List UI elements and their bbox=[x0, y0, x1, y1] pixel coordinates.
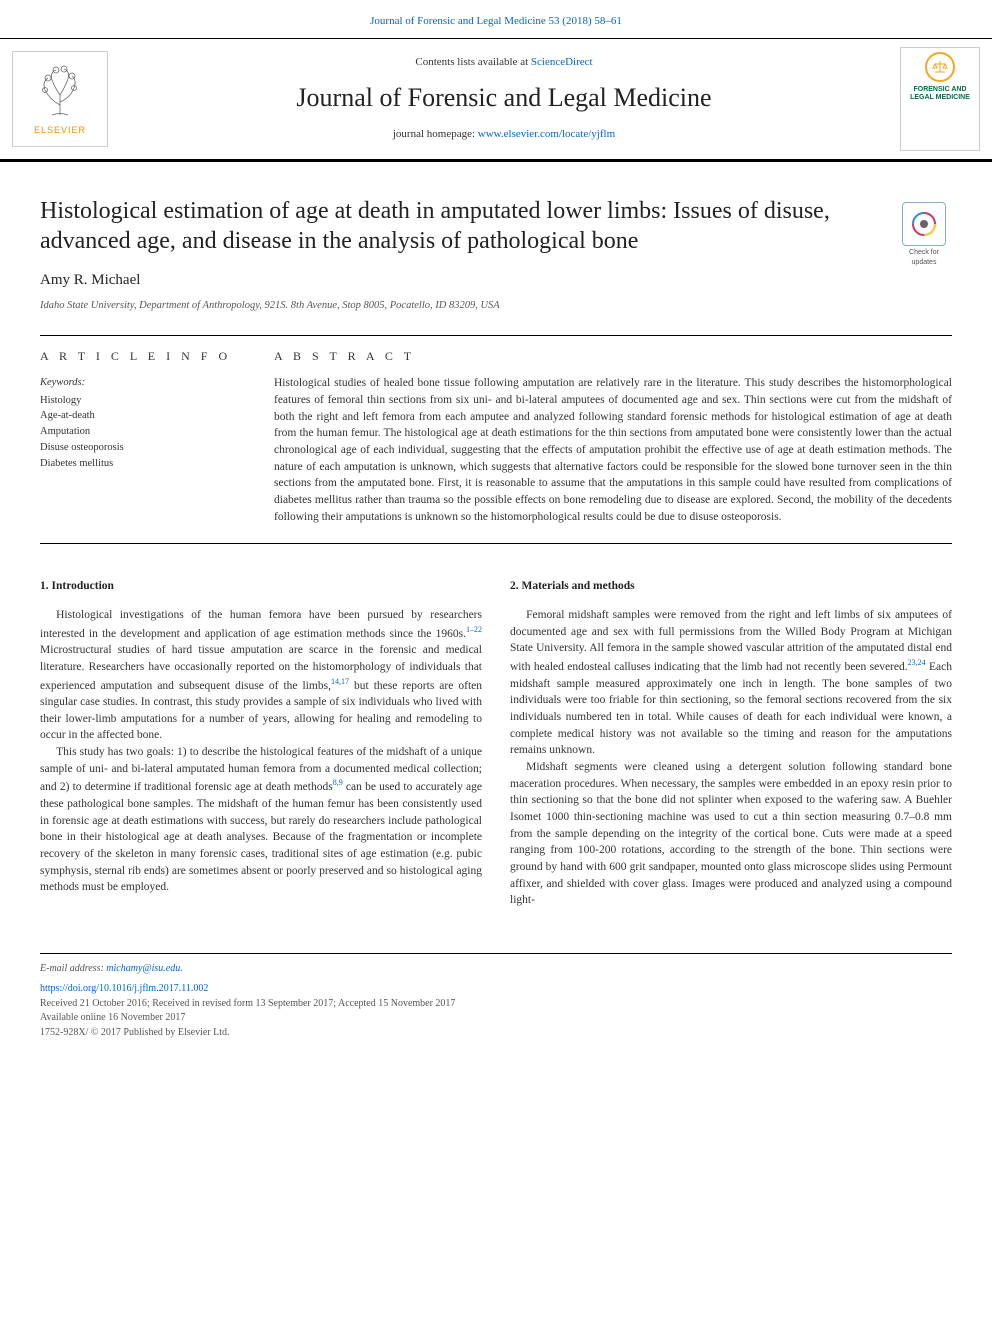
paragraph: Midshaft segments were cleaned using a d… bbox=[510, 759, 952, 909]
cover-badge-icon bbox=[925, 52, 955, 82]
publisher-name: ELSEVIER bbox=[34, 124, 86, 137]
copyright-line: 1752-928X/ © 2017 Published by Elsevier … bbox=[40, 1026, 952, 1041]
keyword: Amputation bbox=[40, 424, 252, 440]
email-label: E-mail address: bbox=[40, 963, 106, 974]
keyword: Diabetes mellitus bbox=[40, 456, 252, 472]
article-title: Histological estimation of age at death … bbox=[40, 196, 952, 256]
abstract-label: A B S T R A C T bbox=[274, 348, 952, 365]
contents-line: Contents lists available at ScienceDirec… bbox=[108, 55, 900, 71]
homepage-prefix: journal homepage: bbox=[393, 128, 478, 140]
crossmark-widget[interactable]: Check for updates bbox=[896, 202, 952, 268]
masthead: ELSEVIER Contents lists available at Sci… bbox=[0, 38, 992, 162]
body-columns: 1. Introduction Histological investigati… bbox=[40, 578, 952, 909]
keywords-head: Keywords: bbox=[40, 375, 252, 390]
citation-link[interactable]: 14,17 bbox=[331, 677, 349, 686]
crossmark-icon bbox=[910, 210, 938, 238]
para-text: Femoral midshaft samples were removed fr… bbox=[510, 609, 952, 673]
scales-icon bbox=[932, 59, 948, 75]
publisher-logo: ELSEVIER bbox=[12, 51, 108, 147]
citation-link[interactable]: 8,9 bbox=[333, 778, 343, 787]
citation-link[interactable]: Journal of Forensic and Legal Medicine 5… bbox=[370, 15, 622, 27]
contents-prefix: Contents lists available at bbox=[415, 56, 530, 68]
affiliation: Idaho State University, Department of An… bbox=[40, 298, 952, 313]
article-head: Histological estimation of age at death … bbox=[0, 162, 992, 325]
tree-icon bbox=[30, 60, 90, 120]
section-heading: 1. Introduction bbox=[40, 578, 482, 595]
para-text: Histological investigations of the human… bbox=[40, 609, 482, 640]
abstract-text: Histological studies of healed bone tiss… bbox=[274, 375, 952, 525]
paragraph: This study has two goals: 1) to describe… bbox=[40, 744, 482, 896]
keyword: Disuse osteoporosis bbox=[40, 440, 252, 456]
footer: E-mail address: michamy@isu.edu. https:/… bbox=[40, 953, 952, 1041]
paragraph: Histological investigations of the human… bbox=[40, 607, 482, 744]
crossmark-box bbox=[902, 202, 946, 246]
keyword: Histology bbox=[40, 393, 252, 409]
article-info: A R T I C L E I N F O Keywords: Histolog… bbox=[40, 348, 270, 525]
available-line: Available online 16 November 2017 bbox=[40, 1011, 952, 1026]
email-line: E-mail address: michamy@isu.edu. bbox=[40, 962, 952, 977]
column-left: 1. Introduction Histological investigati… bbox=[40, 578, 482, 909]
homepage-line: journal homepage: www.elsevier.com/locat… bbox=[108, 127, 900, 143]
crossmark-label: Check for updates bbox=[896, 248, 952, 268]
journal-citation: Journal of Forensic and Legal Medicine 5… bbox=[0, 0, 992, 38]
homepage-url[interactable]: www.elsevier.com/locate/yjflm bbox=[478, 128, 615, 140]
section-heading: 2. Materials and methods bbox=[510, 578, 952, 595]
paragraph: Femoral midshaft samples were removed fr… bbox=[510, 607, 952, 759]
keyword: Age-at-death bbox=[40, 408, 252, 424]
para-text: can be used to accurately age these path… bbox=[40, 781, 482, 893]
abstract: A B S T R A C T Histological studies of … bbox=[270, 348, 952, 525]
cover-title: FORENSIC AND LEGAL MEDICINE bbox=[905, 86, 975, 101]
author: Amy R. Michael bbox=[40, 270, 952, 292]
sciencedirect-link[interactable]: ScienceDirect bbox=[531, 56, 593, 68]
doi-link[interactable]: https://doi.org/10.1016/j.jflm.2017.11.0… bbox=[40, 983, 208, 994]
article-info-label: A R T I C L E I N F O bbox=[40, 348, 252, 365]
received-line: Received 21 October 2016; Received in re… bbox=[40, 997, 952, 1012]
journal-title: Journal of Forensic and Legal Medicine bbox=[108, 79, 900, 117]
citation-link[interactable]: 1–22 bbox=[466, 625, 482, 634]
info-abstract-row: A R T I C L E I N F O Keywords: Histolog… bbox=[40, 336, 952, 544]
masthead-center: Contents lists available at ScienceDirec… bbox=[108, 55, 900, 143]
para-text: Each midshaft sample measured approximat… bbox=[510, 661, 952, 756]
email-link[interactable]: michamy@isu.edu bbox=[106, 963, 180, 974]
journal-cover: FORENSIC AND LEGAL MEDICINE bbox=[900, 47, 980, 151]
citation-link[interactable]: 23,24 bbox=[908, 658, 926, 667]
column-right: 2. Materials and methods Femoral midshaf… bbox=[510, 578, 952, 909]
